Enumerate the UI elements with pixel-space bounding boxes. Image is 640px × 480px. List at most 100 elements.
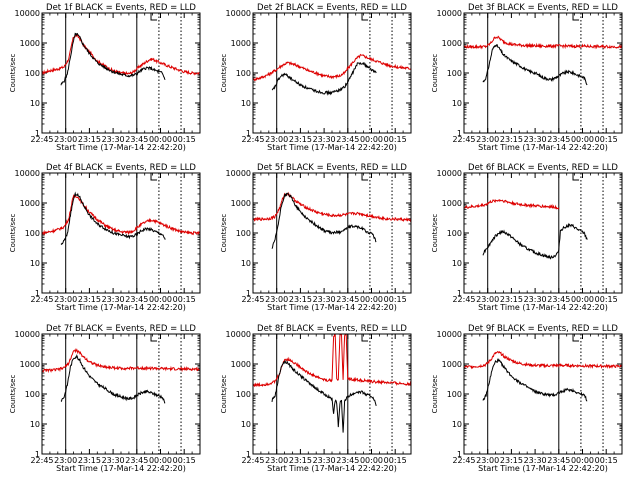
x-tick-label: 23:30 <box>102 456 125 465</box>
y-tick-label: 10 <box>241 259 251 268</box>
series-group <box>464 350 622 402</box>
x-tick-label: 00:15 <box>173 135 196 144</box>
lld-series-line <box>464 350 622 370</box>
x-tick-label: 23:45 <box>547 456 570 465</box>
bracket-marker <box>361 173 369 181</box>
panel-9: Det 9f BLACK = Events, RED = LLD 1 10 100 10… <box>431 324 623 473</box>
y-axis-label: Counts/sec <box>9 375 17 414</box>
y-tick-label: 10000 <box>437 169 462 178</box>
y-tick-label: 100 <box>25 229 40 238</box>
plot-frame <box>41 172 201 294</box>
x-tick-label: 23:00 <box>265 135 288 144</box>
plot-frame <box>252 12 412 134</box>
y-tick-label: 1 <box>246 450 251 459</box>
x-tick-label: 00:00 <box>149 456 172 465</box>
y-axis-label: Counts/sec <box>220 54 228 93</box>
x-axis-label: Start Time (17-Mar-14 22:42:20) <box>56 143 186 152</box>
x-tick-label: 22:45 <box>30 135 53 144</box>
events-series-line <box>482 358 588 402</box>
series-group <box>253 334 411 433</box>
plot-frame <box>41 12 201 134</box>
x-tick-label: 23:00 <box>54 456 77 465</box>
x-tick-label: 23:15 <box>78 295 101 304</box>
y-tick-label: 1 <box>246 129 251 138</box>
x-tick-label: 22:45 <box>241 456 264 465</box>
x-axis-label: Start Time (17-Mar-14 22:42:20) <box>56 464 186 473</box>
series-group <box>464 35 622 86</box>
x-tick-label: 00:00 <box>149 295 172 304</box>
x-tick-label: 00:15 <box>595 295 618 304</box>
panel-title: Det 7f BLACK = Events, RED = LLD <box>46 324 196 334</box>
x-tick-label: 00:15 <box>173 456 196 465</box>
plot-frame <box>41 333 201 455</box>
x-tick-label: 22:45 <box>30 295 53 304</box>
y-axis-label: Counts/sec <box>9 214 17 253</box>
plot-frame <box>252 333 412 455</box>
x-tick-label: 23:00 <box>265 295 288 304</box>
panel-title: Det 9f BLACK = Events, RED = LLD <box>468 324 618 334</box>
series-group <box>42 191 200 246</box>
y-tick-label: 1000 <box>231 360 251 369</box>
panel-3: Det 3f BLACK = Events, RED = LLD 1 10 100 10… <box>431 3 623 152</box>
lld-series-line <box>253 191 411 223</box>
y-axis-label: Counts/sec <box>431 214 439 253</box>
x-tick-label: 00:15 <box>384 295 407 304</box>
lld-series-line <box>253 53 411 82</box>
plot-frame <box>252 172 412 294</box>
x-axis-label: Start Time (17-Mar-14 22:42:20) <box>267 464 397 473</box>
x-tick-label: 23:00 <box>54 135 77 144</box>
y-tick-label: 10000 <box>226 169 251 178</box>
x-tick-label: 23:15 <box>289 135 312 144</box>
x-tick-label: 23:45 <box>125 456 148 465</box>
y-tick-label: 1 <box>246 289 251 298</box>
y-tick-label: 10000 <box>15 330 40 339</box>
x-tick-label: 23:30 <box>313 135 336 144</box>
bracket-marker <box>572 13 580 21</box>
y-tick-label: 10000 <box>226 9 251 18</box>
y-tick-label: 10 <box>30 420 40 429</box>
panel-1: Det 1f BLACK = Events, RED = LLD 1 10 100 10… <box>9 3 201 152</box>
plot-frame <box>463 333 623 455</box>
y-tick-label: 100 <box>447 69 462 78</box>
y-tick-label: 10000 <box>226 330 251 339</box>
panel-title: Det 6f BLACK = Events, RED = LLD <box>468 163 618 173</box>
x-axis-label: Start Time (17-Mar-14 22:42:20) <box>56 303 186 312</box>
y-tick-label: 1 <box>35 289 40 298</box>
y-tick-label: 10 <box>30 99 40 108</box>
panel-title: Det 8f BLACK = Events, RED = LLD <box>257 324 407 334</box>
x-axis-label: Start Time (17-Mar-14 22:42:20) <box>478 143 608 152</box>
y-tick-label: 10 <box>452 99 462 108</box>
y-tick-label: 1 <box>457 129 462 138</box>
y-tick-label: 1 <box>457 289 462 298</box>
y-tick-label: 10 <box>241 420 251 429</box>
panel-title: Det 3f BLACK = Events, RED = LLD <box>468 3 618 13</box>
y-tick-label: 10 <box>30 259 40 268</box>
x-tick-label: 23:30 <box>313 295 336 304</box>
x-tick-label: 00:00 <box>571 135 594 144</box>
series-group <box>253 53 411 96</box>
y-tick-label: 10000 <box>15 9 40 18</box>
bracket-marker <box>150 173 158 181</box>
y-axis-label: Counts/sec <box>9 54 17 93</box>
x-tick-label: 22:45 <box>30 456 53 465</box>
x-tick-label: 23:30 <box>102 295 125 304</box>
x-tick-label: 22:45 <box>241 135 264 144</box>
y-tick-label: 1000 <box>442 199 462 208</box>
x-tick-label: 00:15 <box>595 135 618 144</box>
y-tick-label: 1000 <box>20 199 40 208</box>
x-tick-label: 00:00 <box>360 456 383 465</box>
x-tick-label: 00:15 <box>384 135 407 144</box>
lld-series-line <box>464 35 622 50</box>
x-tick-label: 23:45 <box>547 295 570 304</box>
y-tick-label: 1000 <box>231 199 251 208</box>
y-tick-label: 1 <box>35 450 40 459</box>
x-tick-label: 23:15 <box>78 456 101 465</box>
x-tick-label: 00:00 <box>571 295 594 304</box>
x-tick-label: 22:45 <box>452 135 475 144</box>
bracket-marker <box>361 334 369 342</box>
x-tick-label: 00:15 <box>384 456 407 465</box>
panel-title: Det 2f BLACK = Events, RED = LLD <box>257 3 407 13</box>
lld-series-line <box>42 33 200 77</box>
plot-frame <box>463 172 623 294</box>
